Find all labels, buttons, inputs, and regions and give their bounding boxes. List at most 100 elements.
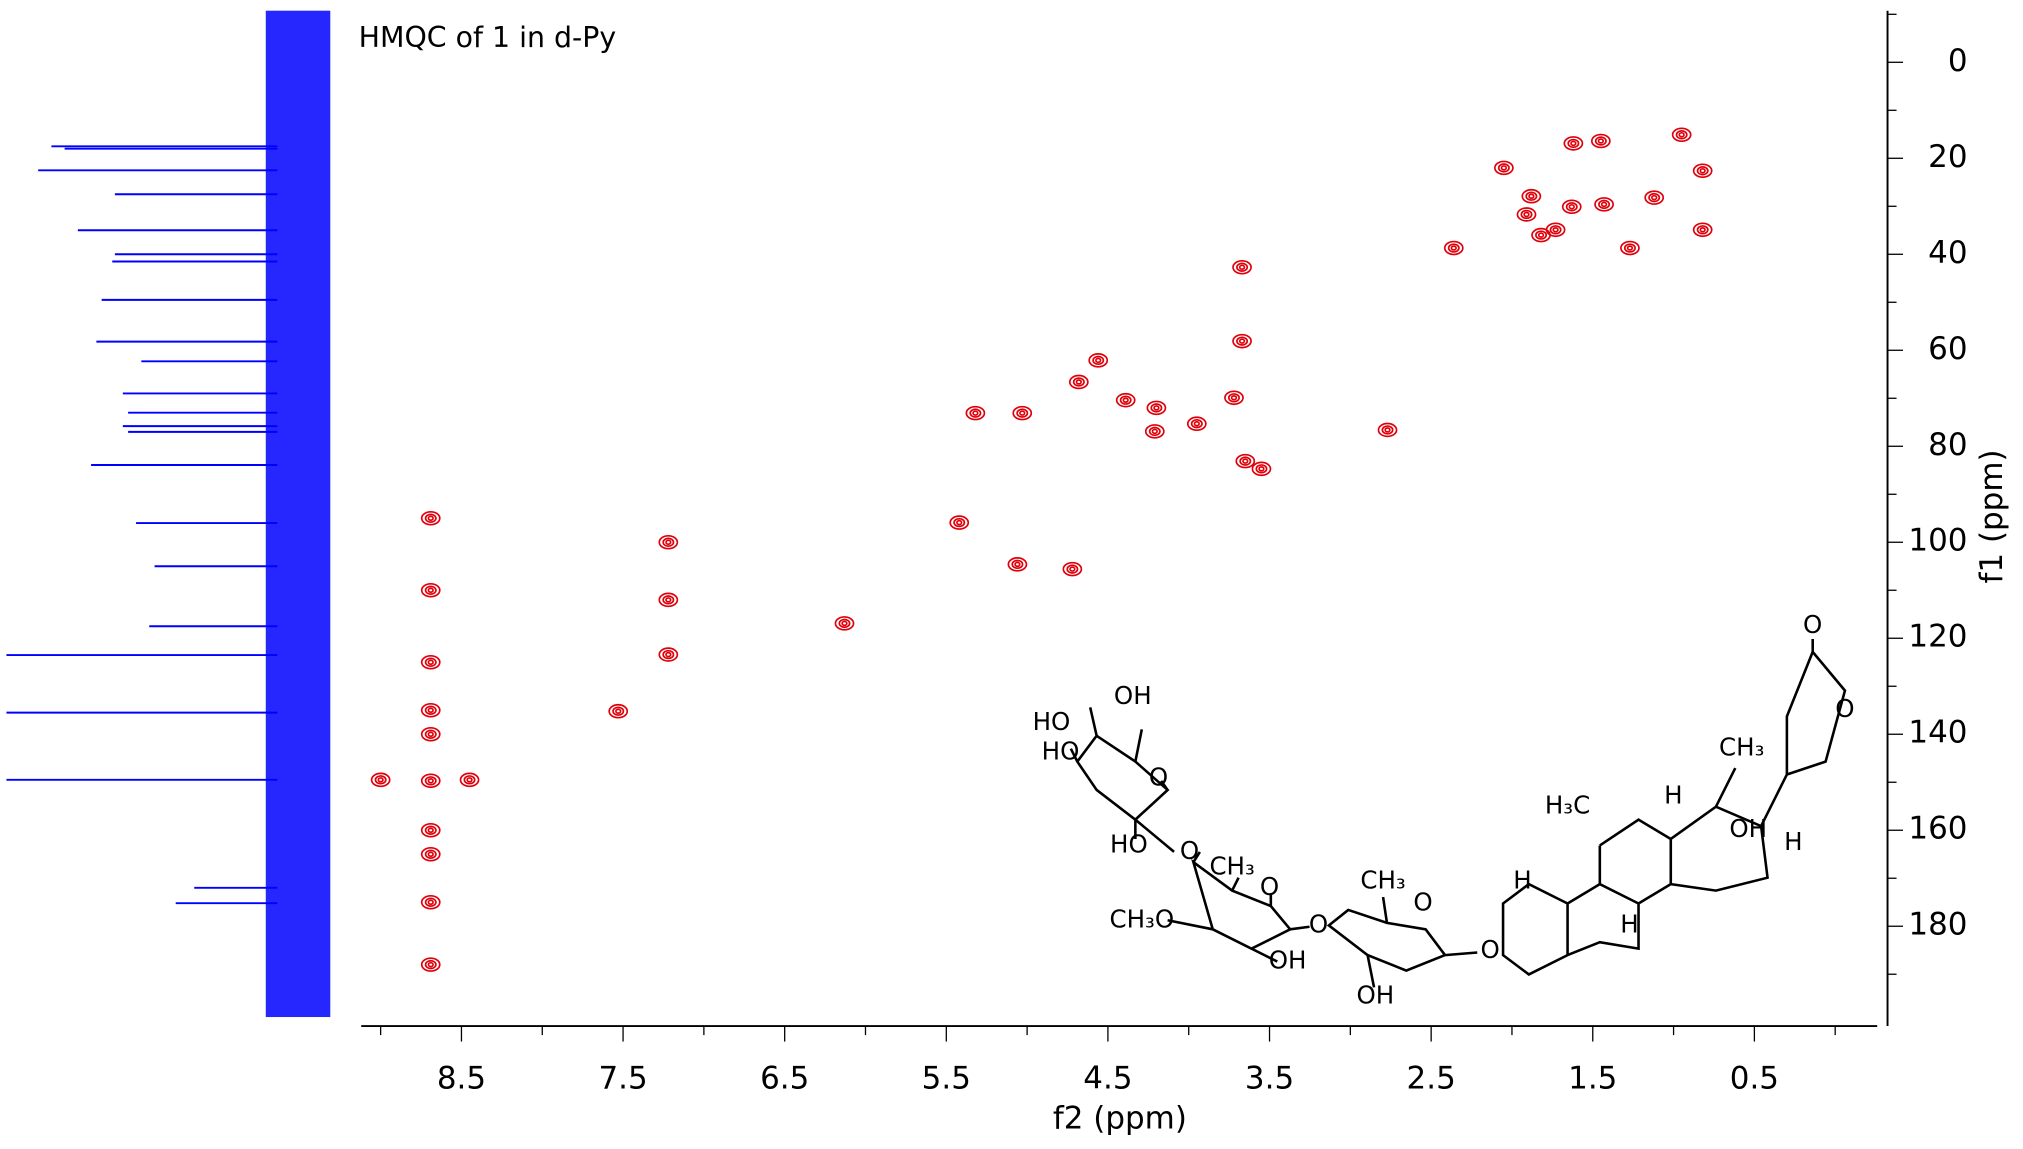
structure-label: O bbox=[1413, 887, 1432, 916]
contour bbox=[1069, 566, 1076, 572]
contour bbox=[424, 849, 437, 859]
contour bbox=[1072, 377, 1085, 387]
cross-peak bbox=[1062, 561, 1083, 577]
contour bbox=[1494, 160, 1514, 176]
contour bbox=[427, 778, 434, 784]
contour bbox=[972, 410, 979, 416]
x-axis-title: f2 (ppm) bbox=[1053, 1101, 1187, 1137]
contour bbox=[1563, 136, 1584, 151]
contour bbox=[1545, 222, 1566, 238]
contour bbox=[459, 772, 480, 788]
structure-label: O bbox=[1180, 836, 1199, 865]
structure-label: CH₃O bbox=[1109, 904, 1174, 933]
contour bbox=[427, 707, 434, 714]
contour bbox=[662, 537, 675, 547]
cross-peak bbox=[1443, 240, 1464, 256]
contour bbox=[420, 773, 441, 789]
chart-title: HMQC of 1 in d-Py bbox=[359, 21, 616, 54]
y-tick-label: 180 bbox=[1908, 907, 1967, 943]
contour bbox=[1193, 420, 1200, 427]
contour bbox=[374, 775, 387, 785]
contour bbox=[427, 659, 434, 666]
structure-label: OH bbox=[1356, 980, 1394, 1009]
y-axis-title: f1 (ppm) bbox=[1974, 449, 2010, 583]
contour bbox=[1255, 464, 1268, 474]
contour bbox=[427, 731, 434, 738]
cross-peak bbox=[420, 582, 441, 598]
contour bbox=[1232, 333, 1252, 349]
contour bbox=[665, 539, 672, 546]
contour bbox=[1600, 201, 1608, 208]
cross-peak bbox=[1377, 422, 1398, 438]
cross-peak bbox=[1590, 133, 1611, 149]
contour bbox=[1012, 405, 1033, 421]
x-tick-label: 2.5 bbox=[1407, 1061, 1456, 1097]
contour bbox=[1381, 425, 1394, 435]
contour bbox=[949, 515, 970, 530]
contour bbox=[1227, 393, 1240, 403]
cross-peak bbox=[949, 515, 970, 530]
cross-peak bbox=[1115, 392, 1136, 408]
contour bbox=[424, 959, 437, 970]
cross-peak bbox=[370, 772, 391, 788]
contour bbox=[1148, 426, 1161, 437]
cross-peak bbox=[1494, 160, 1514, 176]
contour bbox=[1153, 405, 1160, 411]
contour bbox=[1561, 199, 1582, 215]
y-tick-label: 80 bbox=[1928, 427, 1967, 463]
contour bbox=[1062, 561, 1083, 577]
cross-peak bbox=[1644, 190, 1665, 205]
y-tick-label: 40 bbox=[1928, 235, 1967, 271]
contour bbox=[1066, 564, 1079, 574]
cross-peak bbox=[965, 405, 986, 421]
structure-label: HO bbox=[1033, 707, 1071, 736]
contour bbox=[1238, 338, 1246, 344]
cross-peak bbox=[1186, 416, 1207, 431]
contour bbox=[834, 616, 855, 631]
contour bbox=[427, 961, 434, 968]
structure-label: H₃C bbox=[1545, 791, 1590, 820]
structure-label: O bbox=[1149, 762, 1168, 791]
x-tick-label: 6.5 bbox=[760, 1061, 809, 1097]
contour bbox=[1232, 259, 1252, 275]
cross-peak bbox=[1146, 400, 1167, 416]
contour bbox=[1014, 561, 1021, 568]
contour bbox=[463, 775, 476, 785]
contour bbox=[658, 592, 679, 608]
contour bbox=[370, 772, 391, 788]
contour bbox=[956, 519, 963, 526]
contour bbox=[1590, 133, 1611, 149]
contour bbox=[1384, 427, 1391, 433]
contour bbox=[1236, 336, 1249, 346]
structure-label: OH bbox=[1269, 946, 1307, 975]
contour bbox=[1623, 243, 1636, 253]
contour bbox=[662, 595, 675, 605]
cross-peak bbox=[459, 772, 480, 788]
cross-peak bbox=[420, 957, 441, 972]
contour bbox=[1570, 140, 1577, 147]
contour bbox=[1238, 264, 1246, 271]
x-tick-label: 3.5 bbox=[1245, 1061, 1294, 1097]
contour bbox=[1186, 416, 1207, 431]
contour bbox=[466, 777, 473, 783]
contour bbox=[1190, 418, 1203, 429]
x-tick-label: 8.5 bbox=[437, 1061, 486, 1097]
contour bbox=[427, 827, 434, 834]
contour bbox=[838, 618, 851, 629]
structure-label: H bbox=[1620, 909, 1638, 938]
cross-peak bbox=[1232, 259, 1252, 275]
y-tick-label: 160 bbox=[1908, 811, 1967, 847]
cross-peak bbox=[834, 616, 855, 631]
contour bbox=[1549, 225, 1562, 235]
contour bbox=[1447, 243, 1460, 253]
contour bbox=[1242, 458, 1249, 464]
contour bbox=[1443, 240, 1464, 256]
y-tick-label: 20 bbox=[1928, 139, 1967, 175]
x-tick-label: 5.5 bbox=[922, 1061, 971, 1097]
contour bbox=[1594, 197, 1614, 212]
contour bbox=[424, 585, 437, 595]
structure bbox=[1069, 639, 1847, 988]
contour bbox=[1692, 222, 1713, 238]
structure-label: CH₃ bbox=[1719, 733, 1764, 762]
contour bbox=[1699, 167, 1706, 174]
